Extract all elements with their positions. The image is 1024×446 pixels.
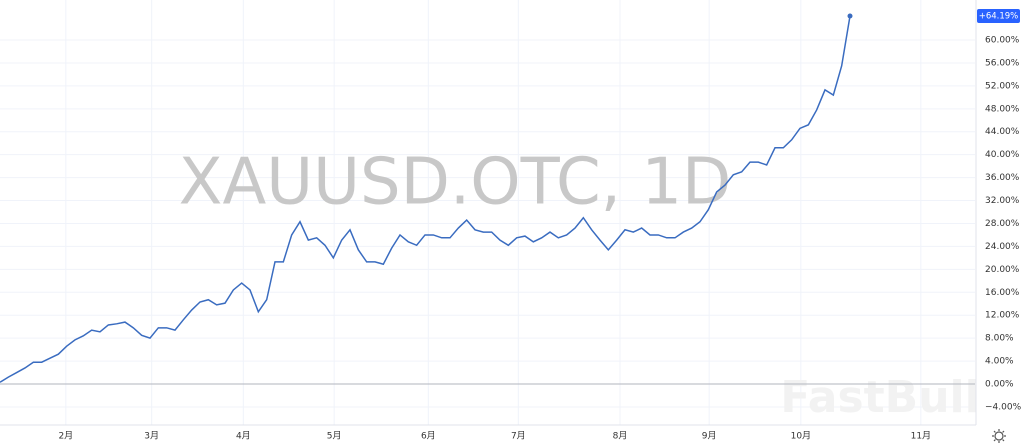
y-tick-label: 48.00% <box>985 104 1020 114</box>
last-value-label: +64.19% <box>979 11 1019 21</box>
y-tick-label: 28.00% <box>985 219 1020 229</box>
y-tick-label: 52.00% <box>985 81 1020 91</box>
y-tick-label: 12.00% <box>985 311 1020 321</box>
y-tick-label: 16.00% <box>985 288 1020 298</box>
y-tick-label: 20.00% <box>985 265 1020 275</box>
x-tick-label: 9月 <box>702 431 717 442</box>
y-tick-label: 44.00% <box>985 127 1020 137</box>
y-tick-label: 4.00% <box>985 357 1014 367</box>
watermark: XAUUSD.OTC, 1D <box>179 146 732 220</box>
x-tick-label: 6月 <box>421 431 436 442</box>
last-point <box>847 13 853 19</box>
x-tick-label: 4月 <box>236 431 251 442</box>
grid <box>0 0 975 425</box>
y-tick-label: 32.00% <box>985 196 1020 206</box>
x-tick-label: 11月 <box>911 431 931 442</box>
settings-icon[interactable] <box>992 429 1006 443</box>
x-tick-label: 10月 <box>791 431 811 442</box>
x-tick-label: 5月 <box>327 431 342 442</box>
x-tick-label: 8月 <box>613 431 628 442</box>
y-tick-label: 8.00% <box>985 334 1014 344</box>
x-tick-label: 3月 <box>144 431 159 442</box>
x-tick-label: 7月 <box>511 431 526 442</box>
y-tick-label: 56.00% <box>985 58 1020 68</box>
y-tick-label: 0.00% <box>985 380 1014 390</box>
last-value-badge <box>977 8 1020 23</box>
y-tick-label: 40.00% <box>985 150 1020 160</box>
x-tick-label: 2月 <box>58 431 73 442</box>
y-tick-label: 60.00% <box>985 36 1020 46</box>
brand-watermark: FastBull <box>780 372 979 423</box>
y-tick-label: −4.00% <box>985 402 1022 412</box>
y-tick-label: 36.00% <box>985 173 1020 183</box>
y-tick-label: 24.00% <box>985 242 1020 252</box>
price-line <box>0 15 851 383</box>
